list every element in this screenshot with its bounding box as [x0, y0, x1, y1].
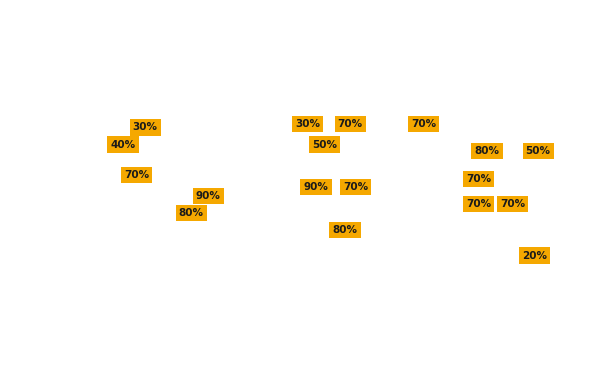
Text: 70%: 70% — [343, 182, 368, 192]
Text: 70%: 70% — [466, 173, 491, 184]
Text: 20%: 20% — [522, 250, 547, 260]
Text: 40%: 40% — [111, 139, 135, 149]
Text: 50%: 50% — [312, 139, 337, 149]
Text: 80%: 80% — [474, 146, 499, 156]
Text: 90%: 90% — [304, 182, 328, 192]
Text: 80%: 80% — [333, 225, 357, 235]
Text: 90%: 90% — [196, 191, 221, 201]
Text: 70%: 70% — [466, 199, 491, 210]
Text: 50%: 50% — [526, 146, 550, 156]
Text: 70%: 70% — [411, 119, 436, 129]
Text: 70%: 70% — [124, 170, 149, 180]
Text: 70%: 70% — [500, 199, 525, 210]
Text: 30%: 30% — [133, 123, 157, 133]
Text: 70%: 70% — [338, 119, 363, 129]
Text: 30%: 30% — [295, 119, 320, 129]
Text: 80%: 80% — [179, 208, 204, 218]
